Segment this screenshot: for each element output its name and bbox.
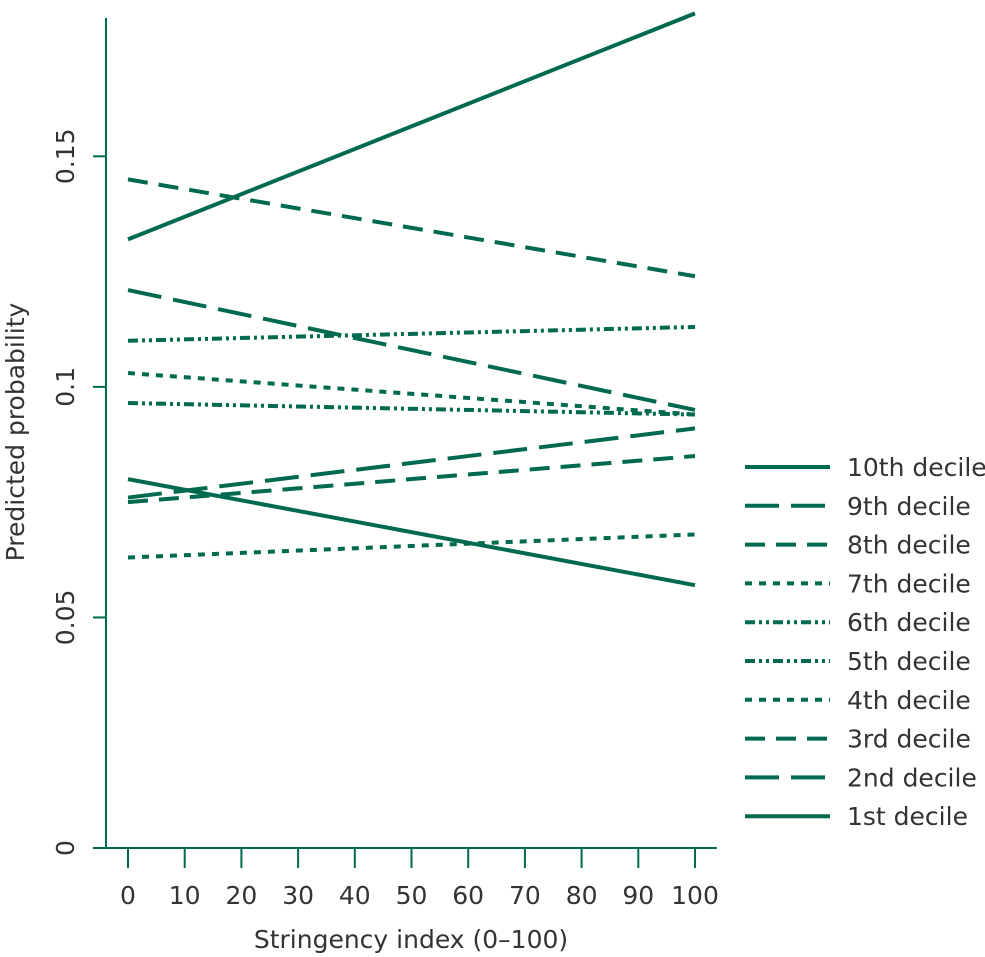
x-tick-label: 0 xyxy=(120,881,136,910)
x-tick-label: 80 xyxy=(566,881,598,910)
series-line-1 xyxy=(127,11,696,242)
y-tick-label: 0.1 xyxy=(51,367,80,407)
series-line-5 xyxy=(127,324,696,343)
x-tick-label: 20 xyxy=(225,881,257,910)
legend-label: 8th decile xyxy=(847,531,971,560)
y-tick-label: 0 xyxy=(51,840,80,856)
legend: 10th decile 9th decile 8th decile 7th decil… xyxy=(745,453,985,831)
series-lines xyxy=(127,11,696,588)
x-axis-title: Stringency index (0–100) xyxy=(254,925,568,954)
series-line-3 xyxy=(127,177,696,279)
legend-item: 8th decile xyxy=(745,531,971,560)
series-line-10 xyxy=(127,477,696,588)
legend-item: 10th decile xyxy=(745,453,985,482)
y-axis: 0 0.05 0.1 0.15 xyxy=(51,18,107,856)
series-line-7 xyxy=(127,532,696,560)
x-tick-label: 100 xyxy=(671,881,719,910)
x-tick-label: 30 xyxy=(282,881,314,910)
legend-label: 5th decile xyxy=(847,647,971,676)
legend-item: 4th decile xyxy=(745,686,971,715)
y-axis-title: Predicted probability xyxy=(1,302,30,561)
x-tick-label: 40 xyxy=(339,881,371,910)
y-ticks: 0 0.05 0.1 0.15 xyxy=(51,128,106,856)
legend-item: 3rd decile xyxy=(745,725,971,754)
x-tick-label: 70 xyxy=(509,881,541,910)
series-line-8 xyxy=(127,454,696,505)
legend-label: 10th decile xyxy=(847,453,985,482)
legend-label: 3rd decile xyxy=(847,725,971,754)
x-tick-label: 50 xyxy=(396,881,428,910)
legend-label: 4th decile xyxy=(847,686,971,715)
x-tick-label: 10 xyxy=(169,881,201,910)
y-tick-label: 0.15 xyxy=(51,128,80,184)
legend-item: 5th decile xyxy=(745,647,971,676)
series-line-6 xyxy=(127,401,696,417)
legend-label: 6th decile xyxy=(847,608,971,637)
series-line-9 xyxy=(127,426,696,500)
legend-label: 2nd decile xyxy=(847,763,977,792)
x-tick-label: 60 xyxy=(452,881,484,910)
legend-item: 1st decile xyxy=(745,802,968,831)
series-line-2 xyxy=(127,288,696,412)
legend-label: 9th decile xyxy=(847,492,971,521)
legend-item: 7th decile xyxy=(745,569,971,598)
legend-label: 1st decile xyxy=(847,802,968,831)
legend-item: 2nd decile xyxy=(745,763,977,792)
x-axis: 0 10 20 30 40 50 60 70 80 90 100 xyxy=(106,847,719,910)
x-tick-label: 90 xyxy=(622,881,654,910)
legend-item: 6th decile xyxy=(745,608,971,637)
x-ticks: 0 10 20 30 40 50 60 70 80 90 100 xyxy=(120,848,719,910)
y-tick-label: 0.05 xyxy=(51,590,80,646)
legend-label: 7th decile xyxy=(847,569,971,598)
legend-item: 9th decile xyxy=(745,492,971,521)
series-line-4 xyxy=(127,371,696,417)
